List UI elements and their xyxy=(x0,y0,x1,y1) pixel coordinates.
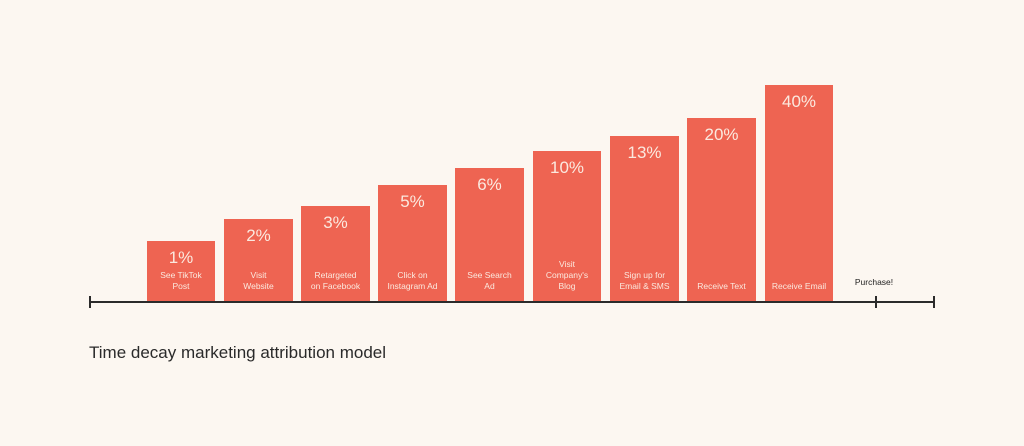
axis-tick-end xyxy=(933,296,935,308)
bar-value: 6% xyxy=(477,175,502,194)
bar-value: 2% xyxy=(246,226,271,245)
bar-value: 20% xyxy=(704,125,739,144)
bar-value: 5% xyxy=(400,192,425,211)
bar-label: Retargeted on Facebook xyxy=(310,270,361,291)
purchase-label: Purchase! xyxy=(854,277,894,287)
bar-visit-company-blog: 10% Visit Company's Blog xyxy=(533,151,601,302)
bar-value: 1% xyxy=(168,248,194,267)
bar-see-tiktok-post: 1% See TikTok Post xyxy=(147,241,215,302)
bar-label: Visit Website xyxy=(243,270,274,291)
bar-visit-website: 2% Visit Website xyxy=(224,219,293,302)
bar-value: 40% xyxy=(781,92,817,111)
bar-label: See TikTok Post xyxy=(160,270,202,291)
bar-signup-email-sms: 13% Sign up for Email & SMS xyxy=(610,136,679,302)
bar-label: Sign up for Email & SMS xyxy=(619,270,670,291)
bar-value: 10% xyxy=(549,158,585,177)
axis-tick-purchase xyxy=(875,296,877,308)
bar-value: 3% xyxy=(323,213,348,232)
chart-caption: Time decay marketing attribution model xyxy=(89,343,387,362)
bar-label: Click on Instagram Ad xyxy=(387,270,438,291)
axis-tick-start xyxy=(89,296,91,308)
bar-receive-email: 40% Receive Email xyxy=(765,85,833,302)
bar-label: Receive Email xyxy=(771,281,827,291)
bar-retargeted-facebook: 3% Retargeted on Facebook xyxy=(301,206,370,302)
bar-receive-text: 20% Receive Text xyxy=(687,118,756,302)
timeline-axis xyxy=(90,301,935,303)
bar-see-search-ad: 6% See Search Ad xyxy=(455,168,524,302)
bar-label: See Search Ad xyxy=(467,270,512,291)
bar-value: 13% xyxy=(627,143,662,162)
bar-label: Receive Text xyxy=(697,281,746,291)
bar-click-instagram-ad: 5% Click on Instagram Ad xyxy=(378,185,447,302)
bar-label: Visit Company's Blog xyxy=(545,259,589,291)
